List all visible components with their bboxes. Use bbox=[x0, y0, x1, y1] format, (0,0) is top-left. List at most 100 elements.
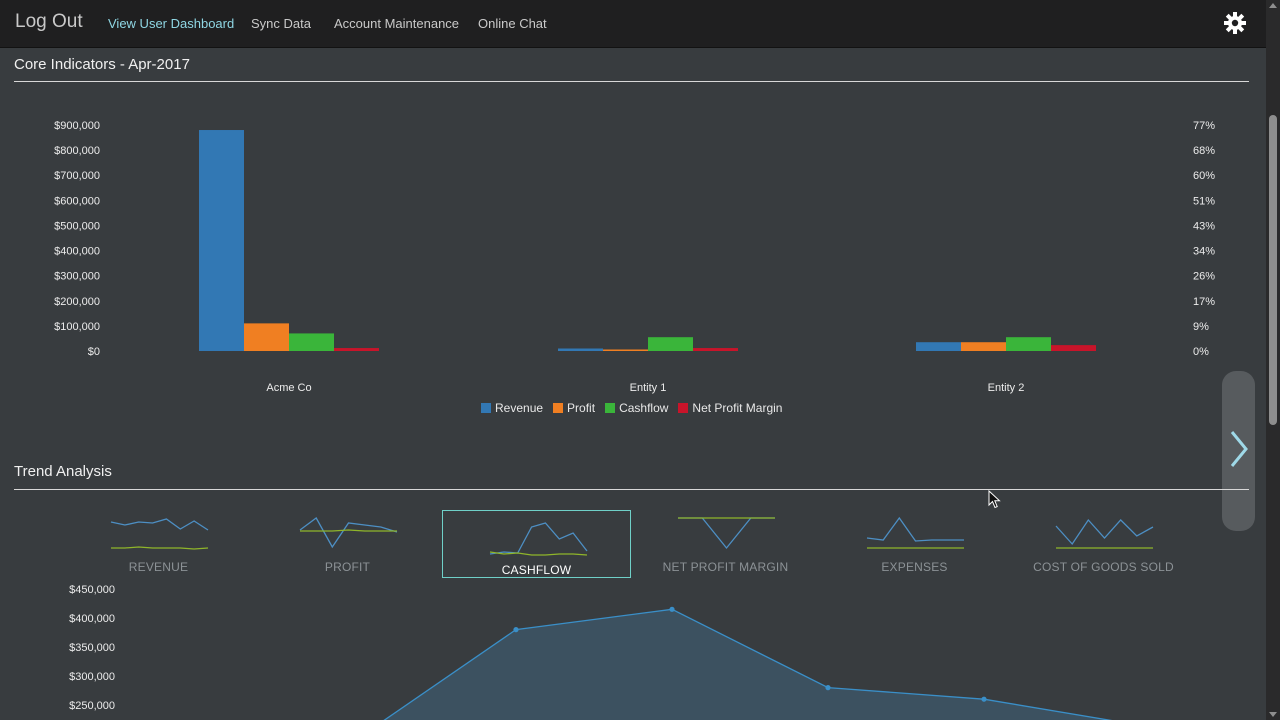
category-label: Acme Co bbox=[266, 382, 311, 394]
sparkline-primary bbox=[110, 518, 209, 531]
legend-swatch bbox=[605, 403, 616, 413]
right-axis-tick-label: 68% bbox=[1193, 145, 1215, 157]
sparkline-primary bbox=[866, 516, 964, 542]
area-data-point[interactable] bbox=[669, 606, 675, 612]
sparkline-primary bbox=[1055, 518, 1154, 546]
page-scrollbar[interactable] bbox=[1266, 0, 1280, 720]
right-axis-tick-label: 77% bbox=[1193, 120, 1215, 132]
trend-tab-label: COST OF GOODS SOLD bbox=[1033, 560, 1174, 574]
right-axis-tick-label: 34% bbox=[1193, 246, 1215, 258]
chart-legend: Revenue Profit Cashflow Net Profit Margin bbox=[481, 401, 782, 415]
bar-net-profit-margin[interactable] bbox=[334, 348, 379, 351]
bar-profit[interactable] bbox=[961, 342, 1006, 351]
scroll-down-arrow-icon[interactable] bbox=[1269, 712, 1277, 717]
right-axis-tick-label: 0% bbox=[1193, 346, 1209, 358]
bar-group bbox=[558, 337, 738, 351]
legend-swatch bbox=[553, 403, 564, 413]
bar-revenue[interactable] bbox=[558, 348, 603, 351]
bar-revenue[interactable] bbox=[916, 342, 961, 351]
left-axis-tick-label: $500,000 bbox=[54, 220, 100, 232]
left-axis-tick-label: $400,000 bbox=[54, 246, 100, 258]
nav-sync-data[interactable]: Sync Data bbox=[251, 16, 311, 31]
sparkline-primary bbox=[489, 522, 588, 555]
bar-net-profit-margin[interactable] bbox=[693, 348, 738, 351]
sparkline bbox=[110, 518, 209, 550]
area-axis-tick-label: $450,000 bbox=[69, 584, 115, 596]
scroll-thumb[interactable] bbox=[1269, 115, 1277, 425]
legend-item[interactable]: Net Profit Margin bbox=[678, 401, 782, 415]
left-axis-tick-label: $600,000 bbox=[54, 195, 100, 207]
core-indicators-bar-chart: $0 $100,000 $200,000 $300,000 $400,000 $500,0… bbox=[54, 120, 1215, 394]
trend-tab-revenue[interactable]: REVENUE bbox=[64, 510, 253, 578]
trend-tab-label: NET PROFIT MARGIN bbox=[662, 560, 789, 574]
nav-view-user-dashboard[interactable]: View User Dashboard bbox=[108, 16, 235, 31]
trend-tab-label: PROFIT bbox=[324, 560, 371, 574]
right-axis-tick-label: 17% bbox=[1193, 296, 1215, 308]
sparkline bbox=[299, 517, 398, 549]
bar-profit[interactable] bbox=[244, 323, 289, 351]
legend-item[interactable]: Profit bbox=[553, 401, 595, 415]
area-data-point[interactable] bbox=[513, 627, 519, 633]
legend-label: Profit bbox=[567, 401, 596, 415]
left-axis-tick-label: $700,000 bbox=[54, 170, 100, 182]
left-axis-tick-label: $200,000 bbox=[54, 296, 100, 308]
bar-cashflow[interactable] bbox=[1006, 337, 1051, 351]
left-axis-tick-label: $300,000 bbox=[54, 271, 100, 283]
sparkline bbox=[1055, 518, 1154, 549]
sparkline-secondary bbox=[111, 546, 209, 550]
bar-cashflow[interactable] bbox=[289, 333, 334, 351]
core-indicators-title: Core Indicators - Apr-2017 bbox=[14, 56, 190, 73]
bar-group bbox=[916, 337, 1096, 351]
right-axis-tick-label: 43% bbox=[1193, 220, 1215, 232]
bar-profit[interactable] bbox=[603, 349, 648, 352]
nav-account-maintenance[interactable]: Account Maintenance bbox=[334, 16, 460, 31]
left-axis-tick-label: $100,000 bbox=[54, 321, 100, 333]
area-axis-tick-label: $300,000 bbox=[69, 671, 115, 683]
right-axis-tick-label: 9% bbox=[1193, 321, 1209, 333]
trend-tab-net-profit-margin[interactable]: NET PROFIT MARGIN bbox=[631, 510, 820, 578]
legend-swatch bbox=[481, 403, 491, 413]
area-data-point[interactable] bbox=[825, 685, 831, 691]
legend-label: Cashflow bbox=[619, 401, 669, 415]
area-axis-tick-label: $400,000 bbox=[69, 613, 115, 625]
bar-cashflow[interactable] bbox=[648, 337, 693, 351]
left-axis-tick-label: $0 bbox=[88, 346, 100, 358]
legend-label: Net Profit Margin bbox=[692, 401, 783, 415]
right-axis-tick-label: 26% bbox=[1193, 271, 1215, 283]
sparkline-secondary bbox=[489, 551, 588, 556]
sparkline bbox=[678, 517, 775, 550]
bar-revenue[interactable] bbox=[199, 130, 244, 351]
nav-online-chat[interactable]: Online Chat bbox=[478, 16, 547, 31]
sparkline bbox=[866, 516, 964, 549]
area-axis-tick-label: $250,000 bbox=[69, 700, 115, 712]
left-axis-tick-label: $800,000 bbox=[54, 145, 100, 157]
trend-analysis-divider bbox=[14, 489, 1249, 490]
logout-link[interactable]: Log Out bbox=[15, 11, 83, 32]
trend-analysis-title: Trend Analysis bbox=[14, 463, 112, 480]
right-axis-tick-label: 51% bbox=[1193, 195, 1215, 207]
scroll-up-arrow-icon[interactable] bbox=[1269, 3, 1277, 8]
area-fill bbox=[384, 609, 1109, 720]
next-panel-button[interactable] bbox=[1222, 371, 1255, 531]
sparkline-secondary bbox=[300, 529, 397, 532]
area-line bbox=[383, 608, 1113, 720]
area-data-point[interactable] bbox=[981, 696, 987, 702]
bar-net-profit-margin[interactable] bbox=[1051, 345, 1096, 351]
legend-item[interactable]: Cashflow bbox=[605, 401, 668, 415]
legend-label: Revenue bbox=[495, 401, 544, 415]
legend-swatch bbox=[678, 403, 689, 413]
trend-tab-profit[interactable]: PROFIT bbox=[253, 510, 442, 578]
trend-tab-label: CASHFLOW bbox=[501, 563, 572, 577]
area-axis-tick-label: $350,000 bbox=[69, 642, 115, 654]
gear-icon[interactable] bbox=[1222, 10, 1248, 36]
trend-tab-expenses[interactable]: EXPENSES bbox=[820, 510, 1009, 578]
legend-item[interactable]: Revenue bbox=[481, 401, 543, 415]
trend-tab-label: EXPENSES bbox=[881, 560, 948, 574]
sparkline bbox=[489, 522, 588, 556]
chevron-right-icon bbox=[1230, 431, 1248, 467]
category-label: Entity 2 bbox=[988, 382, 1025, 394]
top-nav-bar: Log Out View User Dashboard Sync Data Ac… bbox=[0, 0, 1266, 48]
trend-tab-cost-of-goods-sold[interactable]: COST OF GOODS SOLD bbox=[1009, 510, 1198, 578]
trend-tab-cashflow[interactable]: CASHFLOW bbox=[442, 510, 631, 578]
category-label: Entity 1 bbox=[630, 382, 667, 394]
